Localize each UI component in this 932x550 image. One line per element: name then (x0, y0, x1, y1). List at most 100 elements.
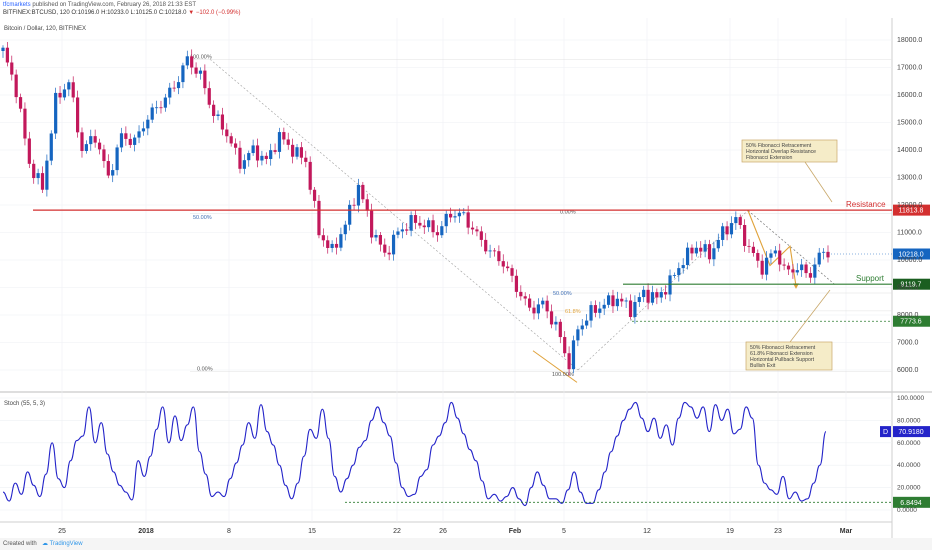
candle-body (396, 231, 400, 235)
stoch-last-tag (893, 426, 930, 438)
candle-body (58, 92, 62, 98)
fib-level-label: 50.00% (193, 215, 212, 221)
author-link[interactable]: tfcmarkets (3, 2, 31, 8)
candle-body (106, 161, 110, 176)
annotation-line: Horizontal Overlap Resistance (746, 149, 816, 155)
candle-body (571, 340, 576, 370)
annotation-text-2: 50% Fibonacci Retracement 61.8% Fibonacci… (750, 345, 816, 369)
candle-body (580, 325, 584, 330)
candle-body (5, 47, 9, 63)
candle-body (677, 268, 681, 276)
high-value: H:10233.0 (101, 10, 129, 16)
time-tick-label: 19 (726, 528, 734, 535)
candle-body (277, 132, 282, 152)
candle-body (115, 147, 119, 171)
candle-body (440, 226, 444, 236)
candle-body (251, 145, 255, 154)
candle-body (615, 298, 619, 307)
candle-body (558, 321, 562, 338)
candle-body (554, 321, 558, 325)
candle-body (400, 229, 404, 232)
price-tick-label: 13000.0 (897, 175, 922, 182)
tradingview-logo[interactable]: ☁ TradingView (42, 540, 83, 547)
candle-body (365, 199, 369, 211)
time-tick-label: 25 (58, 528, 66, 535)
annotation-support-note[interactable]: 50% Fibonacci Retracement 61.8% Fibonacci… (745, 289, 833, 371)
candle-body (374, 235, 378, 238)
candle-body (212, 104, 216, 116)
candle-body (703, 244, 707, 252)
candle-body (514, 275, 519, 292)
candle-body (738, 217, 742, 226)
annotation-resistance-note[interactable]: 50% Fibonacci Retracement Horizontal Over… (741, 139, 838, 203)
price-tick-label: 10000.0 (897, 257, 922, 264)
time-tick-label: 22 (393, 528, 401, 535)
candle-body (519, 291, 523, 297)
pullback-price-tag (893, 315, 930, 327)
candle-body (67, 82, 71, 90)
candle-body (124, 133, 128, 139)
candle-body (220, 114, 225, 130)
price-tick-label: 18000.0 (897, 37, 922, 44)
candle-body (541, 300, 545, 305)
support-price-tag (893, 278, 930, 290)
candle-body (150, 107, 154, 120)
candle-body (637, 297, 641, 302)
candle-body (756, 252, 760, 261)
candle-body (602, 304, 606, 309)
close-value: C:10218.0 (158, 10, 187, 16)
candle-body (747, 245, 751, 247)
candle-body (387, 252, 391, 255)
price-chart[interactable]: 100.00% 50.00% 0.00% 0.00% 50.00% 61.8% 100.00… (0, 0, 932, 538)
fib-trend-line (577, 210, 749, 371)
resistance-price-tag (893, 204, 930, 216)
candle-body (339, 234, 343, 248)
candle-body (773, 250, 777, 254)
time-tick-label: 12 (643, 528, 651, 535)
candle-body (216, 114, 220, 116)
candle-body (137, 131, 141, 138)
candle-body (431, 220, 435, 233)
candle-body (207, 88, 211, 105)
candle-body (545, 300, 549, 312)
candle-body (308, 161, 312, 190)
candle-body (628, 300, 633, 317)
candle-body (203, 70, 207, 89)
candle-body (54, 92, 58, 134)
brand-label: TradingView (49, 541, 83, 547)
candle-body (128, 138, 132, 145)
stoch-tick-label: 40.0000 (897, 462, 921, 469)
candle-body (18, 97, 23, 109)
candle-body (764, 257, 769, 275)
candle-body (36, 173, 40, 179)
candle-body (462, 212, 466, 214)
orange-arrow-line (532, 350, 578, 383)
candle-body (707, 244, 712, 260)
candle-body (282, 132, 286, 140)
candle-body (93, 136, 97, 143)
candle-body (102, 149, 106, 162)
candle-body (361, 184, 365, 200)
fib-trend-line (209, 59, 579, 371)
candle-body (804, 264, 808, 274)
candle-body (523, 296, 527, 299)
candle-body (154, 107, 159, 109)
candle-body (563, 337, 567, 354)
footer-bar: Created with ☁ TradingView (0, 538, 932, 550)
axes: 18000.0 17000.0 16000.0 15000.0 14000.0 13000… (58, 37, 924, 535)
candle-body (295, 147, 299, 157)
time-tick-label: 15 (308, 528, 316, 535)
candle-body (633, 301, 637, 317)
annotation-line: Fibonacci Extension (746, 155, 793, 161)
annotation-line: 50% Fibonacci Retracement (750, 345, 816, 351)
main-legend: Bitcoin / Dollar, 120, BITFINEX (4, 26, 86, 32)
stoch-min-tag (893, 496, 930, 508)
candle-body (642, 289, 646, 298)
price-tick-label: 9000.0 (897, 285, 919, 292)
price-tick-label: 6000.0 (897, 367, 919, 374)
stoch-last-tag-label: 70.9180 (898, 429, 923, 436)
published-text: published on TradingView.com, February 2… (32, 2, 197, 8)
candle-body (751, 246, 755, 253)
candle-body (352, 204, 356, 206)
time-tick-label: Mar (840, 528, 853, 535)
